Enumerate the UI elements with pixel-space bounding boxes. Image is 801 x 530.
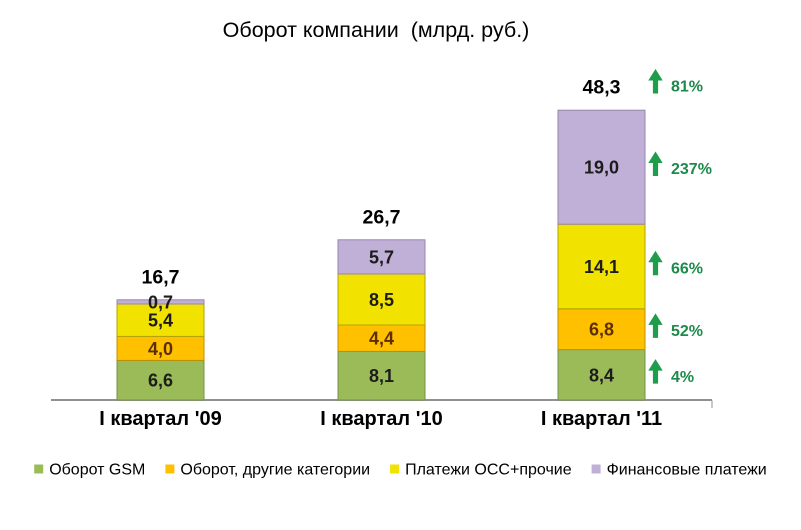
svg-text:6,6: 6,6 [148,371,173,391]
svg-text:8,4: 8,4 [589,365,614,385]
svg-text:Финансовые платежи: Финансовые платежи [607,462,767,479]
svg-text:19,0: 19,0 [584,158,619,178]
svg-text:Оборот GSM: Оборот GSM [49,462,145,479]
svg-text:52%: 52% [671,323,703,340]
svg-text:48,3: 48,3 [583,77,621,99]
svg-text:237%: 237% [671,161,712,178]
svg-text:0,7: 0,7 [148,292,173,312]
svg-text:5,7: 5,7 [369,247,394,267]
svg-text:14,1: 14,1 [584,257,619,277]
svg-text:81%: 81% [671,79,703,96]
svg-text:26,7: 26,7 [363,206,401,228]
svg-text:8,1: 8,1 [369,366,394,386]
svg-text:5,4: 5,4 [148,311,173,331]
svg-text:Оборот, другие категории: Оборот, другие категории [180,462,370,479]
svg-text:4,4: 4,4 [369,329,394,349]
svg-text:Платежи ОСС+прочие: Платежи ОСС+прочие [405,462,572,479]
svg-text:4%: 4% [671,369,694,386]
svg-text:66%: 66% [671,261,703,278]
svg-text:I квартал '09: I квартал '09 [99,408,221,430]
svg-text:8,5: 8,5 [369,290,394,310]
svg-text:16,7: 16,7 [142,266,180,288]
svg-text:6,8: 6,8 [589,320,614,340]
svg-text:Оборот компании (млрд. руб.): Оборот компании (млрд. руб.) [223,18,530,42]
svg-text:4,0: 4,0 [148,339,173,359]
svg-text:I квартал '10: I квартал '10 [320,408,442,430]
svg-text:I квартал '11: I квартал '11 [541,408,662,430]
